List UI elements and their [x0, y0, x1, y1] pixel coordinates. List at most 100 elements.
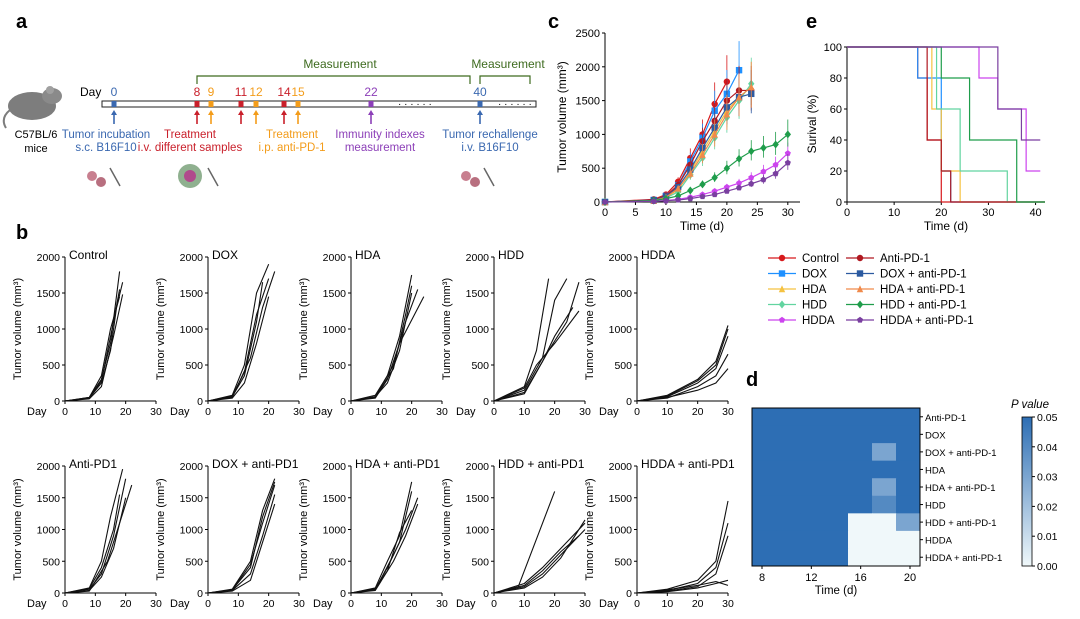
c-data-point — [699, 180, 706, 189]
y-tick-label: 1000 — [609, 324, 633, 336]
x-tick-label: 15 — [690, 207, 702, 219]
b-growth-curve — [350, 481, 413, 594]
x-tick-label: 0 — [602, 207, 608, 219]
c-data-point — [662, 197, 669, 204]
legend-label: HDA + anti-PD-1 — [880, 284, 965, 296]
y-tick-label: 100 — [824, 42, 842, 54]
b-subplot-title: Control — [69, 248, 108, 262]
b-growth-curve — [493, 522, 586, 594]
arrow-head — [295, 110, 301, 115]
heatmap-cell — [848, 548, 873, 567]
heatmap-cell — [800, 478, 825, 497]
heatmap-cell — [848, 530, 873, 549]
y-tick-label: 0 — [54, 588, 60, 600]
y-tick-label: 500 — [582, 163, 600, 175]
c-data-point — [650, 198, 657, 204]
row-label: HDA — [925, 465, 946, 476]
day-number: 12 — [249, 85, 263, 99]
y-tick-label: 0 — [483, 588, 489, 600]
b-subplot: 0 10 20 30 0 500 1000 1500 2000 Control Day Tumor v… — [12, 248, 162, 418]
heatmap-cell — [872, 530, 897, 549]
c-data-point — [723, 187, 730, 194]
day-number: 11 — [235, 85, 248, 99]
y-tick-label: 1500 — [180, 288, 204, 300]
y-tick-label: 1500 — [180, 493, 204, 505]
y-tick-label: 500 — [328, 360, 346, 372]
x-tick-label: 30 — [782, 207, 794, 219]
heatmap-x-tick-label: 20 — [904, 572, 916, 584]
b-growth-curve — [493, 519, 586, 594]
c-data-point — [784, 130, 792, 139]
y-tick-label: 2000 — [180, 252, 204, 264]
y-tick-label: 1500 — [609, 288, 633, 300]
x-tick-label: 10 — [375, 406, 387, 418]
y-tick-label: 2000 — [180, 461, 204, 473]
x-tick-label: 10 — [375, 598, 387, 610]
b-y-axis-title: Tumor volume (mm³) — [584, 478, 596, 580]
colorbar-tick-label: 0.04 — [1037, 442, 1058, 454]
b-growth-curve — [636, 500, 729, 594]
y-tick-label: 1500 — [37, 493, 61, 505]
heatmap-x-tick-label: 16 — [855, 572, 867, 584]
legend-marker — [856, 270, 864, 277]
b-growth-curve — [493, 278, 550, 402]
b-subplot-title: Anti-PD1 — [69, 457, 117, 471]
heatmap-cell — [752, 548, 777, 567]
heatmap-cell — [800, 443, 825, 462]
x-tick-label: 30 — [293, 598, 305, 610]
y-tick-label: 500 — [328, 556, 346, 568]
b-subplot-title: HDDA + anti-PD1 — [641, 457, 735, 471]
measurement-bracket-2 — [479, 75, 531, 84]
day-tick — [477, 101, 483, 107]
mouse-icon — [2, 86, 62, 129]
arrow-head — [368, 110, 374, 115]
y-tick-label: 0 — [340, 396, 346, 408]
heatmap-cell — [800, 408, 825, 427]
panel-label-d: d — [746, 369, 758, 391]
heatmap-cell — [872, 495, 897, 514]
c-data-point — [784, 159, 791, 166]
day-tick — [281, 101, 287, 107]
b-x-axis-title: Day — [599, 598, 619, 610]
legend-label: Control — [802, 253, 839, 265]
b-y-axis-title: Tumor volume (mm³) — [155, 278, 167, 380]
x-tick-label: 10 — [518, 598, 530, 610]
day-tick — [208, 101, 214, 107]
heatmap-x-tick-label: 12 — [805, 572, 817, 584]
mouse-strain-line-2: mice — [24, 143, 47, 155]
c-data-point — [699, 193, 706, 200]
x-tick-label: 0 — [634, 406, 640, 418]
y-tick-label: 0 — [483, 396, 489, 408]
c-data-point — [687, 195, 694, 202]
event-label: s.c. B16F10 — [75, 142, 136, 154]
panel-label-b: b — [16, 222, 28, 244]
heatmap-cell — [824, 548, 849, 567]
x-tick-label: 20 — [549, 598, 561, 610]
y-tick-label: 0 — [626, 588, 632, 600]
c-data-point — [674, 191, 682, 200]
b-y-axis-title: Tumor volume (mm³) — [12, 278, 24, 380]
c-data-point — [736, 179, 743, 186]
c-data-point — [760, 143, 767, 152]
y-tick-label: 2000 — [323, 252, 347, 264]
heatmap-cell — [776, 513, 801, 532]
heatmap-cell — [824, 478, 849, 497]
heatmap-cell — [800, 513, 825, 532]
c-data-point — [772, 140, 779, 149]
heatmap-cell — [824, 460, 849, 479]
x-tick-label: 0 — [62, 598, 68, 610]
c-data-point — [601, 198, 609, 205]
b-growth-curve — [64, 494, 121, 594]
b-subplot: 0 10 20 30 0 500 1000 1500 2000 DOX + anti-PD1 Day… — [155, 457, 305, 610]
b-x-axis-title: Day — [313, 406, 333, 418]
colorbar-tick-label: 0.01 — [1037, 531, 1058, 543]
y-tick-label: 2000 — [466, 252, 490, 264]
row-label: HDDA + anti-PD-1 — [925, 553, 1002, 564]
mouse-strain-line-1: C57BL/6 — [15, 129, 58, 141]
row-label: HDDA — [925, 536, 953, 547]
x-tick-label: 30 — [579, 406, 591, 418]
y-tick-label: 2000 — [609, 252, 633, 264]
heatmap-cell — [776, 425, 801, 444]
legend-label: HDD — [802, 300, 827, 312]
arrow-head — [281, 110, 287, 115]
